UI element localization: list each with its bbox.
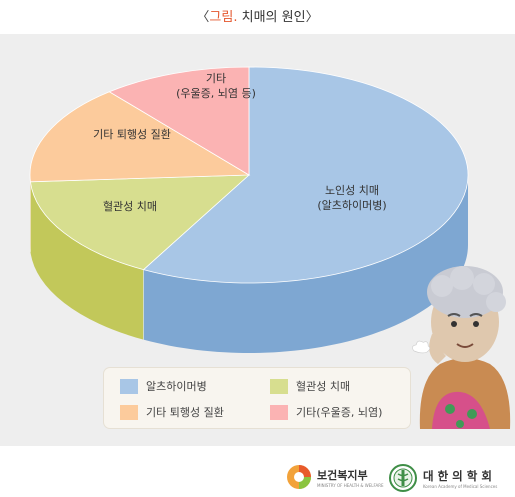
- academy-name: 대 한 의 학 회: [423, 468, 492, 483]
- legend-label: 혈관성 치매: [296, 380, 351, 393]
- pie-slice-side: [143, 175, 468, 353]
- legend-swatch: [270, 378, 288, 394]
- pie-slice-label: 기타: [206, 72, 226, 85]
- title-figure-label: 그림.: [209, 10, 238, 25]
- legend-swatch: [270, 404, 288, 420]
- pie-chart: 노인성 치매(알츠하이머병) 혈관성 치매 기타 퇴행성 질환 기타 (우울증, 뇌염 …: [29, 66, 469, 353]
- pie-slice: [108, 66, 250, 176]
- pie-slice-label: 기타 퇴행성 질환: [93, 128, 171, 141]
- legend-label: 알츠하이머병: [146, 380, 207, 393]
- pie-slice-label: (우울증, 뇌염 등): [176, 87, 256, 100]
- legend-item: 알츠하이머병: [120, 373, 270, 399]
- figure-title: 〈그림. 치매의 원인〉: [0, 6, 515, 25]
- legend-item: 기타 퇴행성 질환: [120, 399, 270, 425]
- academy-name-en: Korean Academy of Medical Sciences: [423, 483, 498, 489]
- pie-slice-side: [30, 181, 144, 340]
- chart-legend: 알츠하이머병 혈관성 치매 기타 퇴행성 질환 기타(우울증, 뇌염): [104, 368, 410, 428]
- pie-slice-label: 노인성 치매: [325, 184, 379, 197]
- ministry-emblem-icon: [287, 465, 311, 489]
- legend-label: 기타 퇴행성 질환: [146, 406, 224, 419]
- pie-slice-label: (알츠하이머병): [317, 198, 386, 212]
- title-text: 치매의 원인: [237, 10, 306, 25]
- footer: 보건복지부 MINISTRY OF HEALTH & WELFARE 대 한 의…: [0, 460, 515, 497]
- academy-logo: 대 한 의 학 회 Korean Academy of Medical Scie…: [389, 464, 497, 492]
- elderly-woman-illustration: [412, 266, 511, 429]
- legend-swatch: [120, 404, 138, 420]
- legend-item: 기타(우울증, 뇌염): [270, 399, 420, 425]
- pie-slice: [29, 174, 251, 271]
- ministry-name-en: MINISTRY OF HEALTH & WELFARE: [317, 482, 384, 488]
- pie-slice: [142, 66, 469, 284]
- title-bracket-open: 〈: [196, 10, 210, 25]
- legend-swatch: [120, 378, 138, 394]
- academy-emblem-icon: [389, 464, 417, 492]
- title-bracket-close: 〉: [305, 10, 319, 25]
- legend-item: 혈관성 치매: [270, 373, 420, 399]
- pie-slice: [29, 91, 251, 183]
- ministry-name: 보건복지부: [317, 468, 368, 482]
- legend-label: 기타(우울증, 뇌염): [296, 406, 383, 419]
- pie-slice-label: 혈관성 치매: [103, 199, 157, 213]
- ministry-logo: 보건복지부 MINISTRY OF HEALTH & WELFARE: [286, 464, 384, 490]
- chart-panel: 노인성 치매 (알츠하이머병) 혈관성 치매 기타 퇴행성 질환 기타 (우울증, 뇌염 …: [0, 34, 515, 446]
